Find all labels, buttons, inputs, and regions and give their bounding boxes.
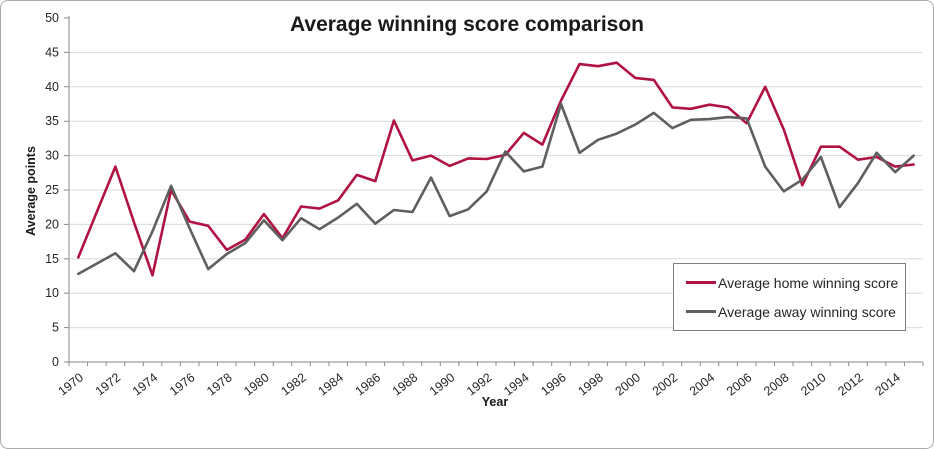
x-tick-label: 1990 [427, 370, 458, 398]
y-tick-label: 0 [52, 355, 59, 369]
legend-item-home: Average home winning score [686, 275, 905, 291]
y-tick-label: 40 [45, 80, 59, 94]
x-tick-label: 2006 [724, 370, 755, 398]
y-tick-label: 50 [45, 11, 59, 25]
y-axis-title: Average points [24, 146, 38, 236]
chart-title: Average winning score comparison [290, 13, 644, 36]
home-line-swatch [686, 281, 716, 284]
y-axis: 0 5 10 15 20 25 30 35 40 45 50 [45, 11, 69, 369]
x-tick-label: 1988 [390, 370, 421, 398]
y-tick-label: 20 [45, 217, 59, 231]
legend-label-away: Average away winning score [718, 303, 896, 320]
x-tick-label: 1978 [204, 370, 235, 398]
legend-item-away: Average away winning score [686, 304, 905, 320]
y-tick-label: 25 [45, 183, 59, 197]
x-tick-label: 2002 [650, 370, 681, 398]
x-axis-title: Year [481, 395, 509, 409]
legend-label-home: Average home winning score [718, 274, 899, 291]
away-series-line [77, 102, 916, 276]
axis-lines [68, 16, 923, 363]
x-tick-label: 1980 [241, 370, 272, 398]
x-tick-label: 1974 [130, 370, 161, 398]
x-tick-label: 2010 [798, 370, 829, 398]
x-tick-label: 2008 [761, 370, 792, 398]
home-series-line [77, 61, 916, 277]
x-tick-label: 1970 [56, 370, 87, 398]
x-tick-label: 1976 [167, 370, 198, 398]
y-tick-label: 30 [45, 149, 59, 163]
x-tick-label: 1998 [575, 370, 606, 398]
x-tick-label: 1984 [316, 370, 347, 398]
x-axis: 1970 1972 1974 1976 1978 1980 1982 1984 1986 1988… [56, 362, 924, 398]
y-tick-label: 45 [45, 45, 59, 59]
x-tick-label: 2014 [872, 370, 903, 398]
y-tick-label: 15 [45, 252, 59, 266]
x-tick-label: 1972 [93, 370, 124, 398]
x-tick-label: 1986 [353, 370, 384, 398]
x-tick-label: 2004 [687, 370, 718, 398]
y-tick-label: 10 [45, 286, 59, 300]
y-tick-label: 35 [45, 114, 59, 128]
x-tick-label: 1996 [538, 370, 569, 398]
gridlines [69, 51, 923, 329]
away-line-swatch [686, 310, 716, 313]
x-tick-label: 1982 [278, 370, 309, 398]
x-tick-label: 2000 [613, 370, 644, 398]
y-tick-label: 5 [52, 321, 59, 335]
x-tick-label: 2012 [835, 370, 866, 398]
legend: Average home winning score Average away … [673, 263, 906, 331]
